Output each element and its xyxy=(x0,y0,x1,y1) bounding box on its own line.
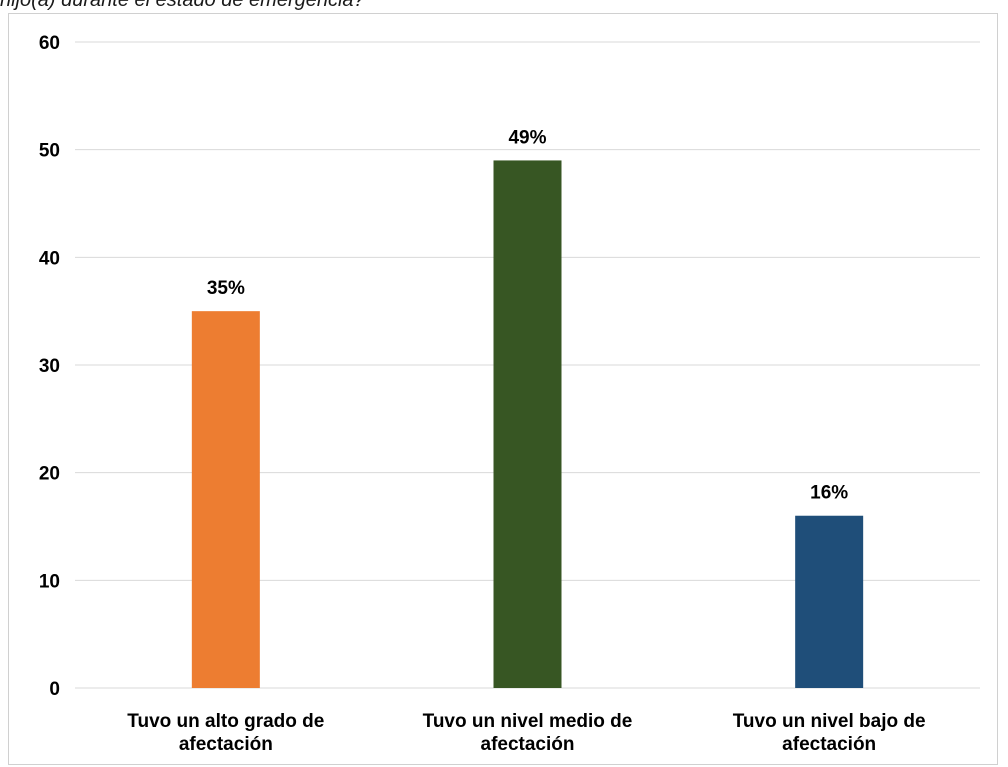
y-tick-label: 0 xyxy=(49,679,60,700)
category-label: Tuvo un alto grado de xyxy=(127,711,324,732)
y-tick-label: 10 xyxy=(39,571,60,592)
data-label: 35% xyxy=(207,278,245,299)
y-tick-label: 50 xyxy=(39,141,60,162)
y-tick-label: 30 xyxy=(39,356,60,377)
category-label: afectación xyxy=(782,734,876,755)
data-label: 16% xyxy=(810,483,848,504)
data-label: 49% xyxy=(508,127,546,148)
y-tick-label: 40 xyxy=(39,248,60,269)
category-label: afectación xyxy=(179,734,273,755)
category-label: afectación xyxy=(481,734,575,755)
y-tick-label: 20 xyxy=(39,464,60,485)
chart-caption: hijo(a) durante el estado de emergencia? xyxy=(0,0,365,11)
category-label: Tuvo un nivel medio de xyxy=(423,711,633,732)
bar xyxy=(493,160,562,688)
chart-frame xyxy=(8,13,998,765)
category-label: Tuvo un nivel bajo de xyxy=(733,711,926,732)
bar xyxy=(191,311,260,688)
y-tick-label: 60 xyxy=(39,33,60,54)
bar xyxy=(795,515,864,688)
